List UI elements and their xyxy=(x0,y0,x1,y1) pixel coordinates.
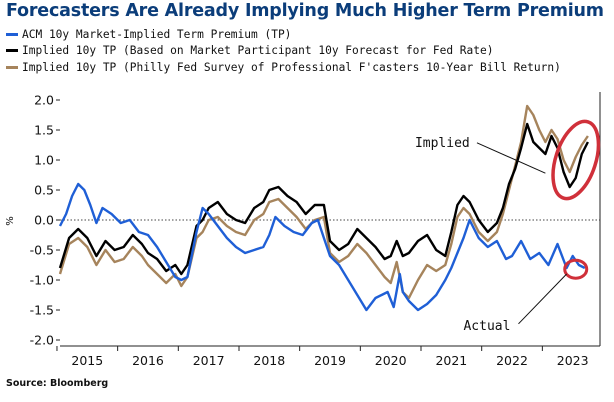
legend: ACM 10y Market-Implied Term Premium (TP)… xyxy=(6,26,561,76)
legend-item-philly-fed: Implied 10y TP (Philly Fed Survey of Pro… xyxy=(6,59,561,76)
plot-frame xyxy=(60,92,601,347)
annotation-actual: Actual xyxy=(463,319,510,334)
x-axis: 2015 2016 2017 2018 2019 2020 2021 2022 2023 xyxy=(56,346,589,368)
legend-item-market-forecast: Implied 10y TP (Based on Market Particip… xyxy=(6,43,561,60)
y-tick-label: 2.0 xyxy=(34,93,54,108)
y-axis: 2.0 1.5 1.0 0.5 0.0 -0.5 -1.0 -1.5 -2.0% xyxy=(5,93,60,348)
legend-label-acm: ACM 10y Market-Implied Term Premium (TP) xyxy=(22,27,292,41)
x-tick-label: 2017 xyxy=(193,353,225,368)
series-line-0 xyxy=(58,182,586,312)
y-tick-label: 0.0 xyxy=(34,213,54,228)
y-tick-label: 0.5 xyxy=(34,183,54,198)
series-layer xyxy=(58,104,589,312)
x-tick-label: 2023 xyxy=(557,353,589,368)
y-tick-label: 1.0 xyxy=(34,153,54,168)
x-tick-label: 2015 xyxy=(71,353,103,368)
legend-swatch-market-forecast xyxy=(6,49,18,53)
highlight-ellipse-actual xyxy=(563,258,589,280)
y-tick-label: -2.0 xyxy=(30,333,54,348)
series-line-2 xyxy=(58,104,589,300)
y-tick-label: -1.5 xyxy=(30,303,54,318)
annotation-actual-pointer xyxy=(518,273,567,325)
x-tick-label: 2016 xyxy=(132,353,164,368)
annotation-implied: Implied xyxy=(415,136,470,151)
y-unit-label: % xyxy=(5,216,16,226)
y-tick-label: 1.5 xyxy=(34,123,54,138)
series-line-1 xyxy=(58,122,589,276)
y-tick-label: -1.0 xyxy=(30,273,54,288)
legend-label-philly-fed: Implied 10y TP (Philly Fed Survey of Pro… xyxy=(22,60,561,74)
x-tick-label: 2022 xyxy=(496,353,528,368)
highlight-ellipse-implied xyxy=(551,119,601,201)
x-tick-label: 2021 xyxy=(435,353,467,368)
legend-swatch-acm xyxy=(6,32,18,36)
x-tick-label: 2018 xyxy=(253,353,285,368)
x-tick-label: 2019 xyxy=(314,353,346,368)
annotation-implied-pointer xyxy=(476,142,546,174)
y-tick-label: -0.5 xyxy=(30,243,54,258)
legend-swatch-philly-fed xyxy=(6,65,18,69)
legend-label-market-forecast: Implied 10y TP (Based on Market Particip… xyxy=(22,44,494,58)
x-tick-label: 2020 xyxy=(375,353,407,368)
annotations-layer: Implied Actual xyxy=(415,119,601,334)
chart-title: Forecasters Are Already Implying Much Hi… xyxy=(6,1,604,21)
source-note: Source: Bloomberg xyxy=(6,378,109,389)
legend-item-acm: ACM 10y Market-Implied Term Premium (TP) xyxy=(6,26,561,43)
